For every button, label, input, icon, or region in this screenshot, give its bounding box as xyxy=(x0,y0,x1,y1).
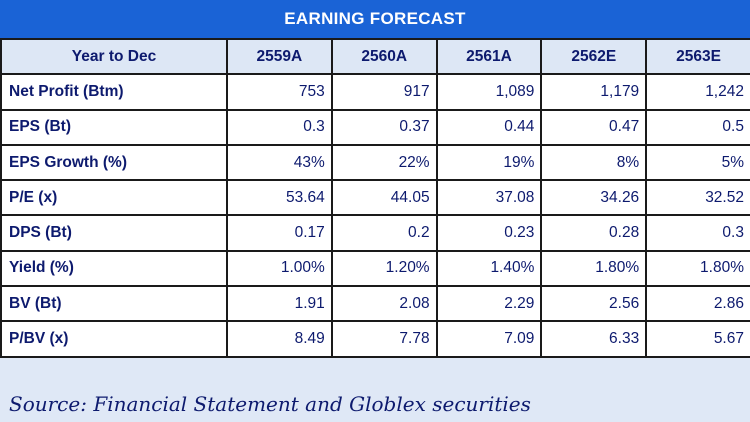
table-cell: 753 xyxy=(226,73,333,111)
table-row: EPS (Bt) 0.3 0.37 0.44 0.47 0.5 xyxy=(0,108,750,146)
row-label: P/BV (x) xyxy=(0,320,228,358)
table-cell: 0.5 xyxy=(645,108,750,146)
table-row: P/E (x) 53.64 44.05 37.08 34.26 32.52 xyxy=(0,179,750,217)
source-note: Source: Financial Statement and Globlex … xyxy=(9,392,531,416)
table-cell: 1.80% xyxy=(645,249,750,288)
table-cell: 22% xyxy=(330,143,438,182)
table-cell: 0.23 xyxy=(435,214,543,252)
table-cell: 44.05 xyxy=(330,179,438,217)
table-cell: 1.00% xyxy=(226,249,333,288)
row-label: EPS (Bt) xyxy=(0,108,228,146)
row-label: Yield (%) xyxy=(0,249,228,288)
table-cell: 2.08 xyxy=(330,285,438,323)
table-cell: 37.08 xyxy=(435,179,543,217)
table-cell: 8.49 xyxy=(226,320,333,358)
header-year: 2562E xyxy=(540,37,648,76)
table-row: Yield (%) 1.00% 1.20% 1.40% 1.80% 1.80% xyxy=(0,249,750,288)
table-cell: 1.40% xyxy=(435,249,543,288)
table-cell: 1.20% xyxy=(330,249,438,288)
header-row: Year to Dec 2559A 2560A 2561A 2562E 2563… xyxy=(0,37,750,76)
table-row: DPS (Bt) 0.17 0.2 0.23 0.28 0.3 xyxy=(0,214,750,252)
table-cell: 1,242 xyxy=(645,73,750,111)
table-cell: 7.09 xyxy=(435,320,543,358)
table-cell: 0.2 xyxy=(330,214,438,252)
table-cell: 1,089 xyxy=(435,73,543,111)
table-row: EPS Growth (%) 43% 22% 19% 8% 5% xyxy=(0,143,750,182)
table-cell: 0.28 xyxy=(540,214,648,252)
table-row: Net Profit (Btm) 753 917 1,089 1,179 1,2… xyxy=(0,73,750,111)
row-label: P/E (x) xyxy=(0,179,228,217)
table-cell: 43% xyxy=(226,143,333,182)
table-cell: 6.33 xyxy=(540,320,648,358)
table-cell: 19% xyxy=(435,143,543,182)
table-cell: 0.44 xyxy=(435,108,543,146)
forecast-table: Year to Dec 2559A 2560A 2561A 2562E 2563… xyxy=(0,37,750,358)
table-title: EARNING FORECAST xyxy=(0,0,750,38)
table-cell: 5% xyxy=(645,143,750,182)
header-year: 2559A xyxy=(226,37,333,76)
table-cell: 1.80% xyxy=(540,249,648,288)
header-year: 2560A xyxy=(330,37,438,76)
table-cell: 0.3 xyxy=(645,214,750,252)
header-year: 2561A xyxy=(435,37,543,76)
row-label: BV (Bt) xyxy=(0,285,228,323)
row-label: DPS (Bt) xyxy=(0,214,228,252)
table-cell: 8% xyxy=(540,143,648,182)
table-cell: 32.52 xyxy=(645,179,750,217)
table-cell: 917 xyxy=(330,73,438,111)
row-label: Net Profit (Btm) xyxy=(0,73,228,111)
table-cell: 53.64 xyxy=(226,179,333,217)
row-label: EPS Growth (%) xyxy=(0,143,228,182)
table-cell: 0.47 xyxy=(540,108,648,146)
table-cell: 0.3 xyxy=(226,108,333,146)
table-cell: 5.67 xyxy=(645,320,750,358)
table-row: BV (Bt) 1.91 2.08 2.29 2.56 2.86 xyxy=(0,285,750,323)
table-cell: 1.91 xyxy=(226,285,333,323)
table-cell: 2.56 xyxy=(540,285,648,323)
table-cell: 2.86 xyxy=(645,285,750,323)
table-cell: 0.37 xyxy=(330,108,438,146)
table-cell: 1,179 xyxy=(540,73,648,111)
table-row: P/BV (x) 8.49 7.78 7.09 6.33 5.67 xyxy=(0,320,750,358)
header-year-to-dec: Year to Dec xyxy=(0,37,228,76)
table-cell: 34.26 xyxy=(540,179,648,217)
table-cell: 0.17 xyxy=(226,214,333,252)
header-year: 2563E xyxy=(645,37,750,76)
table-cell: 2.29 xyxy=(435,285,543,323)
table-cell: 7.78 xyxy=(330,320,438,358)
